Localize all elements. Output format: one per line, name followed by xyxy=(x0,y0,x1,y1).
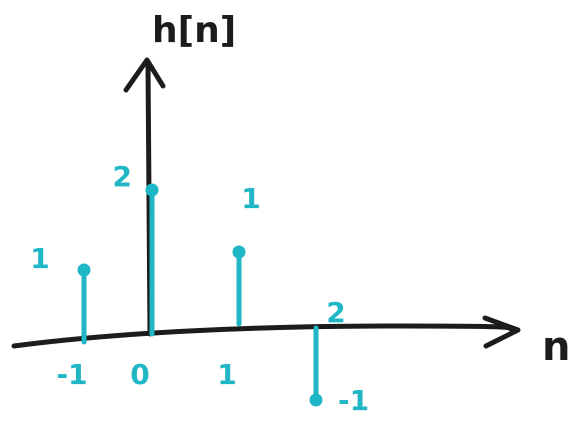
y-axis-title: h[n] xyxy=(152,10,236,51)
x-axis-title: n xyxy=(542,324,570,370)
x-tick-label--1: -1 xyxy=(56,358,87,391)
stems xyxy=(77,183,323,407)
x-tick-label-2: 2 xyxy=(326,296,345,329)
stem-marker-2 xyxy=(309,393,323,407)
x-tick-label-0: 0 xyxy=(130,358,149,391)
axes: h[n] n xyxy=(11,10,570,370)
value-label-0: 2 xyxy=(113,160,132,193)
value-label-1: 1 xyxy=(241,182,260,215)
stem-marker-1 xyxy=(232,245,246,259)
x-tick-label-1: 1 xyxy=(217,358,236,391)
value-label-2: -1 xyxy=(338,384,369,417)
value-label--1: 1 xyxy=(30,242,49,275)
labels: 1 -1 2 0 1 1 -1 2 xyxy=(30,160,369,417)
x-axis-line xyxy=(11,323,518,349)
y-axis-arrowhead xyxy=(123,57,166,93)
x-axis-arrowhead xyxy=(482,315,521,349)
stem-marker--1 xyxy=(77,263,91,277)
stem-marker-0 xyxy=(145,183,159,197)
